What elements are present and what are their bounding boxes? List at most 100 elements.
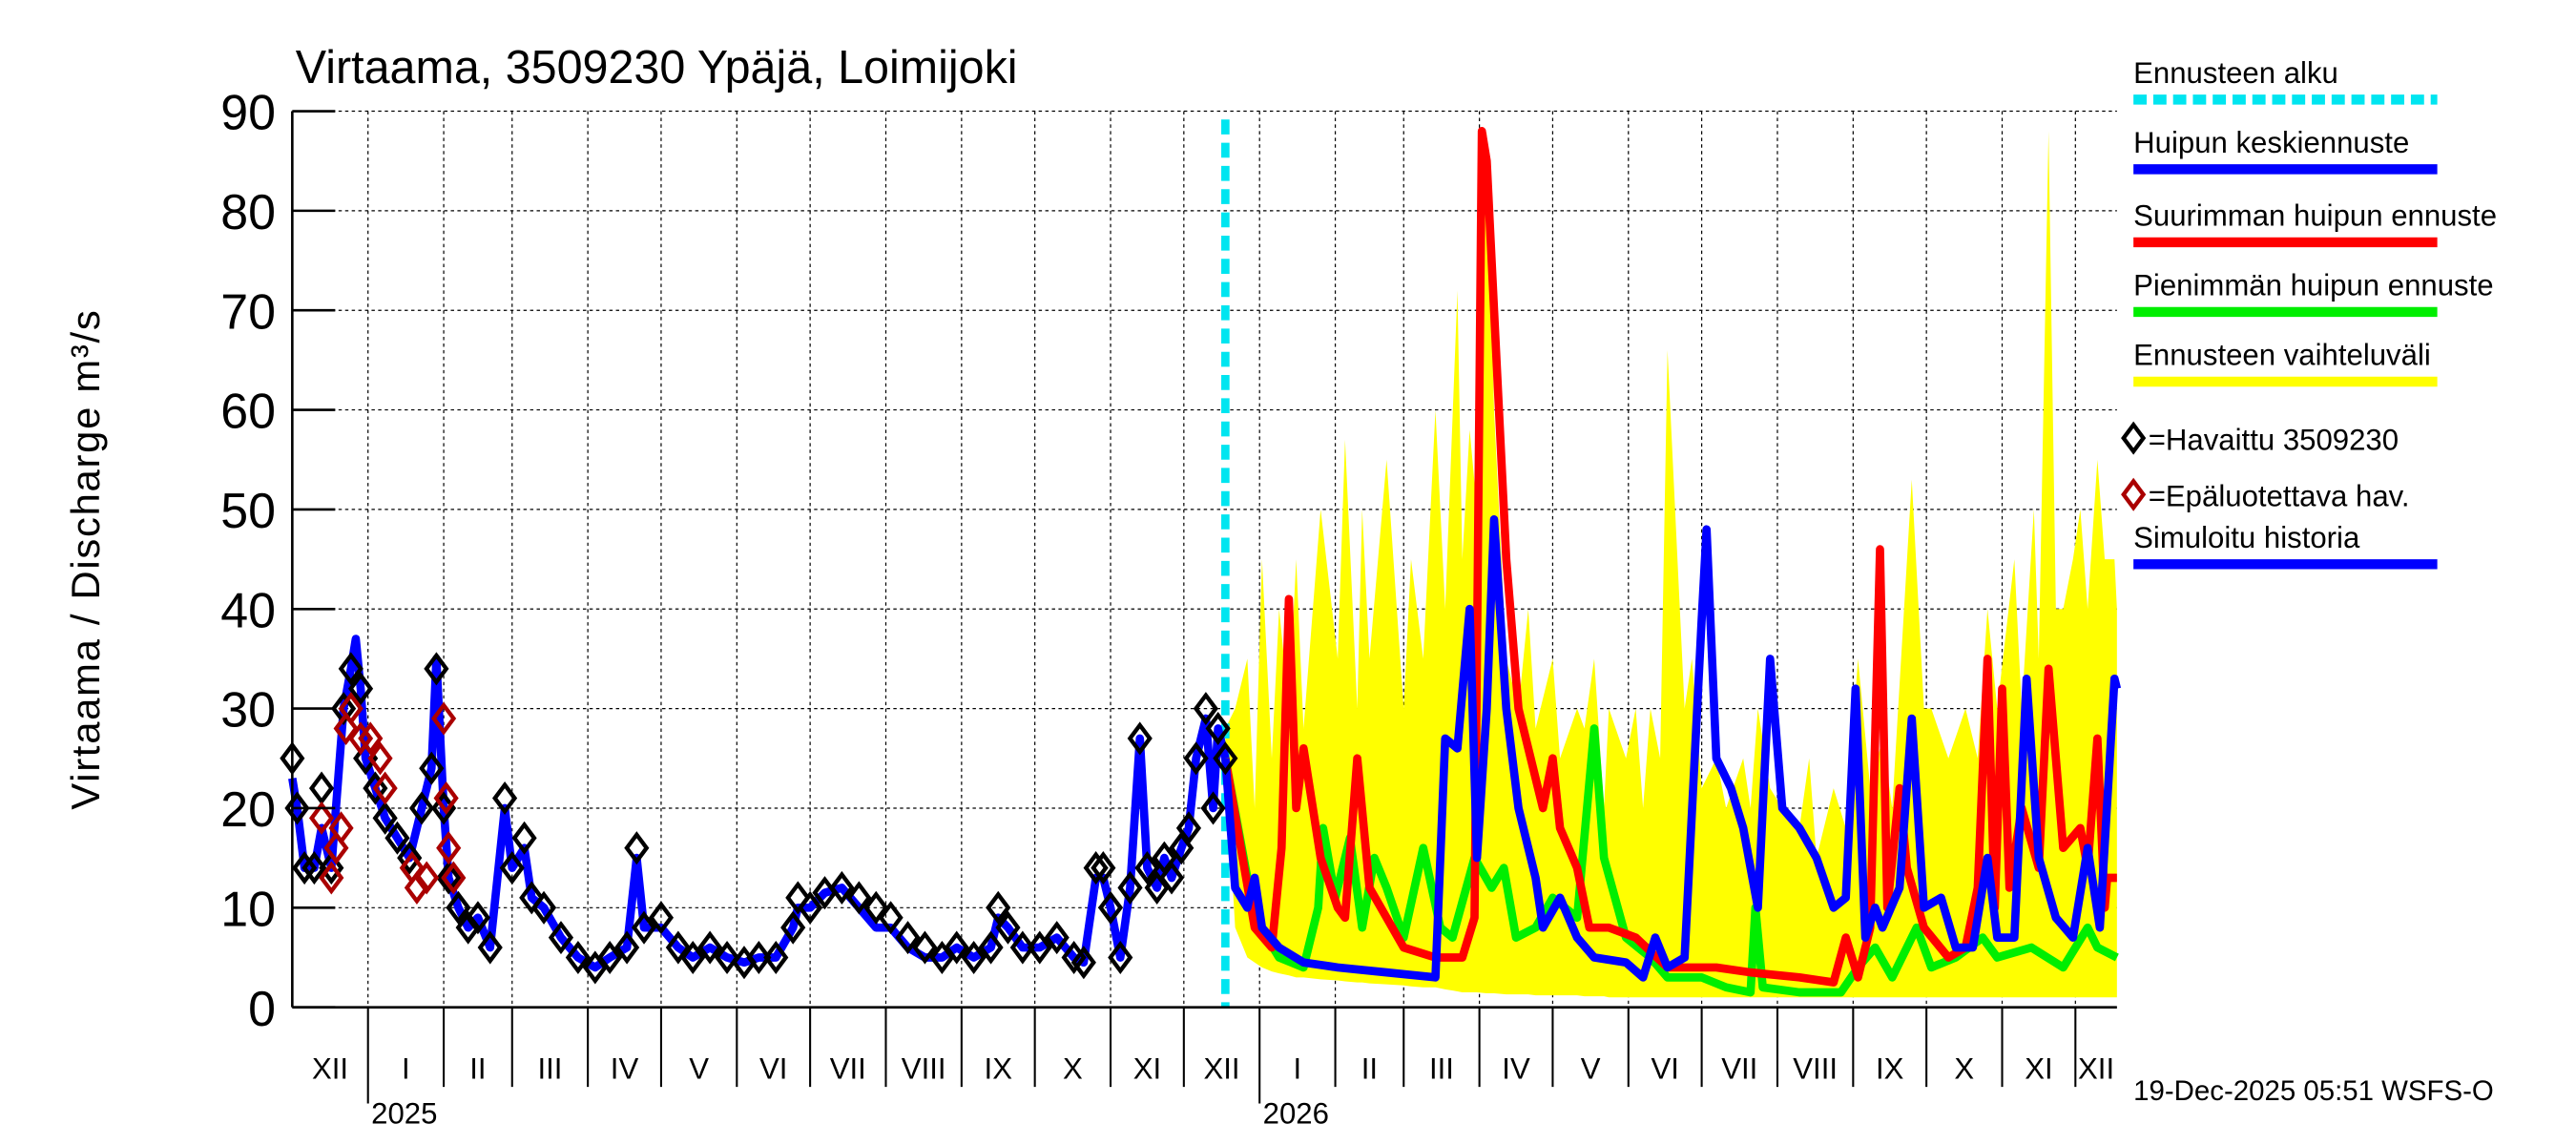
observed-point bbox=[714, 940, 740, 975]
y-tick-label: 50 bbox=[220, 484, 276, 539]
legend: Ennusteen alku Huipun keskiennuste Suurimm… bbox=[2121, 56, 2497, 570]
observed-point bbox=[1175, 811, 1202, 845]
observed-point bbox=[878, 901, 904, 935]
observed-point bbox=[397, 841, 423, 875]
month-label: XII bbox=[1203, 1051, 1239, 1085]
legend-label: Ennusteen vaihteluväli bbox=[2133, 339, 2431, 372]
month-label: IV bbox=[611, 1051, 639, 1085]
observed-point bbox=[338, 652, 364, 686]
observed-point bbox=[846, 881, 872, 915]
y-tick-label: 90 bbox=[220, 86, 276, 141]
unreliable-point bbox=[358, 721, 384, 756]
unreliable-point bbox=[404, 870, 430, 905]
observed-point bbox=[1183, 741, 1209, 776]
observed-point bbox=[986, 890, 1011, 925]
unreliable-point bbox=[333, 711, 359, 746]
unreliable-point bbox=[347, 721, 374, 756]
unreliable-point bbox=[430, 701, 457, 736]
observed-point bbox=[436, 861, 462, 895]
month-label: V bbox=[689, 1051, 709, 1085]
observed-point bbox=[1091, 851, 1116, 885]
observed-point bbox=[1127, 721, 1153, 756]
month-label: VIII bbox=[902, 1051, 946, 1085]
observed-point bbox=[1009, 930, 1035, 965]
observed-point bbox=[1097, 890, 1124, 925]
observed-point bbox=[624, 831, 650, 865]
month-label: II bbox=[469, 1051, 486, 1085]
observed-point bbox=[798, 890, 823, 925]
unreliable-point bbox=[433, 781, 459, 816]
month-label: I bbox=[402, 1051, 410, 1085]
unreliable-point bbox=[319, 861, 344, 895]
month-label: VIII bbox=[1793, 1051, 1838, 1085]
observed-point bbox=[961, 940, 987, 975]
month-label: XII bbox=[2078, 1051, 2114, 1085]
observed-point bbox=[499, 851, 525, 885]
month-label: X bbox=[1954, 1051, 1974, 1085]
observed-point bbox=[785, 881, 811, 915]
observed-point bbox=[863, 890, 889, 925]
legend-label: Ennusteen alku bbox=[2133, 56, 2338, 90]
y-tick-label: 70 bbox=[220, 284, 276, 340]
observed-point bbox=[697, 930, 723, 965]
observed-point bbox=[631, 910, 657, 945]
timestamp-label: 19-Dec-2025 05:51 WSFS-O bbox=[2133, 1075, 2494, 1107]
month-label: VI bbox=[1651, 1051, 1678, 1085]
observed-point bbox=[829, 870, 855, 905]
month-label: V bbox=[1581, 1051, 1601, 1085]
observed-point bbox=[1193, 692, 1218, 726]
observed-point bbox=[1027, 930, 1052, 965]
observed-point bbox=[292, 851, 318, 885]
month-label: XI bbox=[2025, 1051, 2052, 1085]
observed-point bbox=[978, 930, 1004, 965]
plot-area bbox=[280, 110, 2122, 1008]
observed-point bbox=[912, 930, 938, 965]
observed-point bbox=[995, 910, 1021, 945]
observed-point bbox=[1205, 711, 1231, 746]
series-line-huipun-keskiennuste bbox=[1221, 515, 2122, 982]
legend-label: =Havaittu 3509230 bbox=[2149, 423, 2399, 456]
month-label: III bbox=[1429, 1051, 1454, 1085]
y-tick-label: 80 bbox=[220, 185, 276, 240]
legend-label: Huipun keskiennuste bbox=[2133, 126, 2409, 159]
month-label: I bbox=[1294, 1051, 1302, 1085]
month-label: XII bbox=[312, 1051, 348, 1085]
series-line-simuloitu-historia bbox=[288, 635, 1230, 972]
unreliable-point bbox=[441, 861, 467, 895]
observed-point bbox=[363, 771, 388, 805]
y-tick-label: 60 bbox=[220, 385, 276, 440]
month-label: VII bbox=[1721, 1051, 1757, 1085]
observed-point bbox=[648, 901, 675, 935]
month-label: IV bbox=[1502, 1051, 1530, 1085]
observed-point bbox=[614, 930, 640, 965]
observed-point bbox=[780, 910, 806, 945]
observed-point bbox=[1134, 851, 1160, 885]
month-label: III bbox=[537, 1051, 562, 1085]
observed-point bbox=[372, 801, 398, 835]
observed-point bbox=[384, 821, 410, 855]
month-label: IX bbox=[1876, 1051, 1904, 1085]
unreliable-point bbox=[308, 801, 335, 835]
observed-point bbox=[519, 881, 545, 915]
observed-point bbox=[1213, 741, 1238, 776]
unreliable-point bbox=[414, 861, 440, 895]
observed-point bbox=[491, 781, 518, 816]
observed-point bbox=[284, 791, 310, 825]
unreliable-point bbox=[338, 692, 364, 726]
observed-point bbox=[319, 851, 344, 885]
unreliable-point bbox=[328, 811, 354, 845]
observed-point bbox=[746, 940, 772, 975]
month-label: X bbox=[1063, 1051, 1083, 1085]
observed-point bbox=[424, 652, 449, 686]
y-tick-label: 0 bbox=[248, 982, 276, 1037]
legend-label: Pienimmän huipun ennuste bbox=[2133, 268, 2493, 302]
observed-point bbox=[455, 910, 481, 945]
observed-point bbox=[1117, 870, 1143, 905]
observed-point bbox=[1083, 851, 1109, 885]
month-label: VI bbox=[759, 1051, 787, 1085]
observed-point bbox=[530, 890, 557, 925]
y-tick-label: 20 bbox=[220, 782, 276, 838]
month-label: IX bbox=[985, 1051, 1013, 1085]
forecast-range-band bbox=[1225, 131, 2117, 998]
